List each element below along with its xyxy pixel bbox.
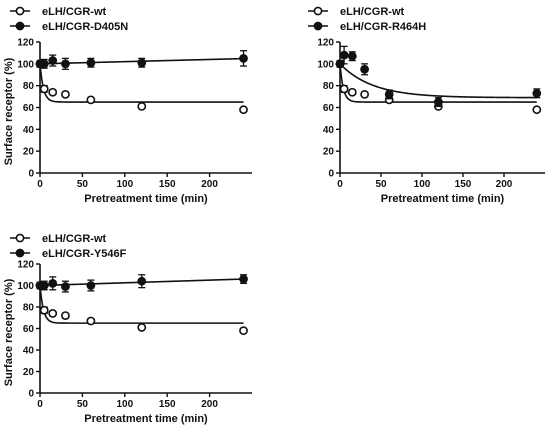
data-point-filled xyxy=(433,97,443,107)
data-point-filled xyxy=(339,50,349,60)
legend-label: eLH/CGR-R464H xyxy=(340,21,426,33)
data-point-open xyxy=(86,95,96,105)
y-tick-label: 20 xyxy=(23,367,35,378)
y-tick-label: 80 xyxy=(323,81,335,92)
y-tick-label: 40 xyxy=(323,125,335,136)
y-tick-label: 60 xyxy=(23,103,35,114)
legend-label: eLH/CGR-Y546F xyxy=(42,248,127,260)
legend-open-circle-marker xyxy=(15,233,25,243)
data-point-open xyxy=(39,84,49,94)
y-tick-label: 80 xyxy=(23,81,35,92)
data-point-filled xyxy=(239,274,248,284)
x-axis-title: Pretreatment time (min) xyxy=(84,193,208,205)
x-tick-label: 200 xyxy=(496,179,513,190)
data-point-open xyxy=(137,102,147,111)
x-tick-label: 100 xyxy=(116,399,133,410)
legend-label: eLH/CGR-wt xyxy=(42,233,107,245)
x-tick-label: 100 xyxy=(414,179,431,190)
data-point-filled xyxy=(39,59,49,69)
x-tick-label: 150 xyxy=(455,179,472,190)
y-tick-label: 120 xyxy=(317,38,334,49)
y-tick-label: 60 xyxy=(323,103,335,114)
data-point-open xyxy=(339,84,349,94)
legend-filled-circle-marker xyxy=(15,21,25,31)
data-point-filled xyxy=(239,53,248,63)
x-tick-label: 50 xyxy=(375,179,387,190)
fit-curve xyxy=(39,285,244,324)
y-axis-title: Surface receptor (%) xyxy=(3,278,15,386)
data-point-open xyxy=(347,87,357,97)
y-axis-title: Surface receptor (%) xyxy=(3,57,15,165)
legend-open-circle-marker xyxy=(15,6,25,16)
legend-filled-circle-marker xyxy=(313,21,323,31)
data-point-filled xyxy=(137,276,147,286)
y-tick-label: 80 xyxy=(23,303,35,314)
legend-open-circle-marker xyxy=(313,6,323,16)
legend-filled-circle-marker xyxy=(15,248,25,258)
data-point-open xyxy=(86,316,96,326)
y-tick-label: 20 xyxy=(23,147,35,158)
data-point-filled xyxy=(384,90,394,99)
data-point-filled xyxy=(137,58,147,68)
data-point-filled xyxy=(61,282,70,291)
data-point-filled xyxy=(86,281,96,290)
x-tick-label: 50 xyxy=(77,399,89,410)
data-point-filled xyxy=(61,59,70,69)
legend-label: eLH/CGR-D405N xyxy=(42,21,128,33)
data-point-filled xyxy=(86,58,96,68)
data-point-open xyxy=(39,305,49,315)
x-tick-label: 100 xyxy=(116,179,133,190)
y-tick-label: 100 xyxy=(317,59,334,70)
y-tick-label: 60 xyxy=(23,324,35,335)
data-point-open xyxy=(48,309,58,318)
x-tick-label: 200 xyxy=(201,399,218,410)
x-axis-title: Pretreatment time (min) xyxy=(84,413,208,425)
data-point-open xyxy=(137,323,147,332)
y-tick-label: 0 xyxy=(328,169,334,180)
data-point-filled xyxy=(48,278,58,288)
data-point-open xyxy=(61,311,70,320)
legend-label: eLH/CGR-wt xyxy=(42,6,107,18)
chart-panel-1: 0 20 40 60 80 100 120 0 50 100 150 200 Pretreatment … xyxy=(3,6,252,205)
y-tick-label: 20 xyxy=(323,147,335,158)
y-tick-label: 40 xyxy=(23,346,35,357)
fit-curve xyxy=(39,63,244,103)
chart-panel-3: 0 20 40 60 80 100 120 0 50 100 150 200 Pretreatment … xyxy=(3,233,252,425)
data-point-open xyxy=(239,326,248,336)
x-tick-label: 0 xyxy=(37,399,43,410)
y-tick-label: 0 xyxy=(28,169,34,180)
y-tick-label: 0 xyxy=(28,389,34,400)
data-point-open xyxy=(239,105,248,115)
x-tick-label: 150 xyxy=(159,179,176,190)
y-tick-label: 120 xyxy=(17,260,34,271)
data-point-filled xyxy=(48,56,58,65)
chart-panel-2: 0 20 40 60 80 100 120 0 50 100 150 200 Pretreatment … xyxy=(308,6,545,205)
y-tick-label: 100 xyxy=(17,59,34,70)
data-point-open xyxy=(61,90,70,99)
data-point-filled xyxy=(39,281,49,290)
x-tick-label: 0 xyxy=(337,179,343,190)
data-point-open xyxy=(48,87,58,97)
x-axis-title: Pretreatment time (min) xyxy=(381,193,505,205)
data-point-filled xyxy=(532,88,542,98)
legend-label: eLH/CGR-wt xyxy=(340,6,405,18)
data-point-filled xyxy=(360,64,369,74)
y-tick-label: 120 xyxy=(17,38,34,49)
y-tick-label: 40 xyxy=(23,125,35,136)
data-point-open xyxy=(360,90,369,99)
x-tick-label: 150 xyxy=(159,399,176,410)
x-tick-label: 50 xyxy=(77,179,89,190)
data-point-open xyxy=(532,105,542,115)
fit-curve xyxy=(339,63,537,99)
x-tick-label: 200 xyxy=(201,179,218,190)
data-point-filled xyxy=(347,51,357,61)
x-tick-label: 0 xyxy=(37,179,43,190)
y-tick-label: 100 xyxy=(17,281,34,292)
